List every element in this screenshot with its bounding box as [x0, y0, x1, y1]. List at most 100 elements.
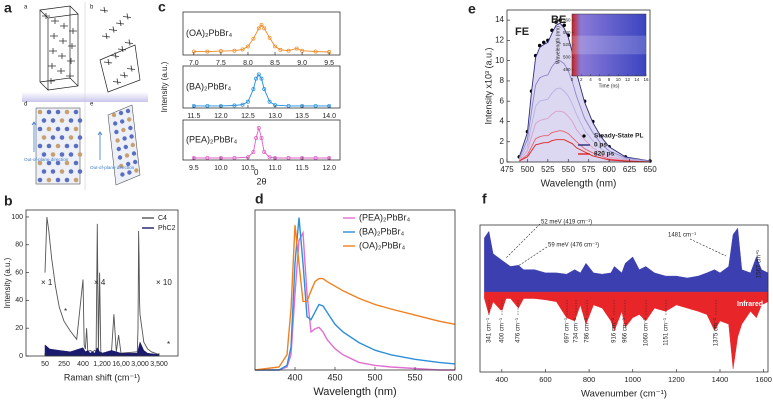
- y-tick-label: 20: [15, 325, 23, 332]
- plot-frame: [182, 65, 341, 109]
- marker: [267, 35, 272, 40]
- y-axis-label: Intensity (a.u.): [160, 61, 169, 112]
- x-tick-label: 1000: [624, 375, 641, 384]
- molecule: [48, 63, 56, 69]
- inset-y-tick-label: 540: [563, 30, 571, 35]
- atom: [73, 143, 79, 149]
- atom: [64, 126, 70, 132]
- sub-label: e: [90, 102, 94, 108]
- y-axis-label: Intensity x10³ (a.u.): [483, 47, 493, 124]
- atom: [55, 126, 61, 132]
- marker: [262, 150, 267, 154]
- x-tick-label: 7.5: [216, 60, 226, 67]
- atom: [117, 155, 123, 160]
- x-tick-label: 11.5: [296, 165, 309, 172]
- atom: [113, 121, 118, 126]
- atom: [73, 160, 79, 166]
- atom: [50, 118, 56, 123]
- marker: [256, 72, 261, 77]
- annotation: *: [167, 340, 170, 349]
- molecule: [67, 58, 75, 64]
- x-tick-label: 625: [623, 165, 637, 174]
- marker: [273, 44, 277, 49]
- atom: [46, 177, 52, 183]
- y-tick-label: 10: [495, 56, 504, 65]
- marker: [232, 103, 237, 108]
- panel-letter: c: [158, 0, 166, 15]
- atom: [50, 169, 56, 174]
- atom: [127, 170, 132, 175]
- panel-letter: b: [4, 193, 13, 209]
- molecule: [60, 23, 68, 29]
- unit-cell: [99, 44, 141, 93]
- atom: [77, 118, 83, 123]
- legend-label: C4: [158, 215, 167, 222]
- atom: [77, 135, 83, 140]
- x-axis-label: Wavenumber (cm⁻¹): [581, 389, 667, 400]
- inset-heatmap: [571, 13, 647, 77]
- atom: [122, 136, 127, 141]
- marker: [240, 47, 245, 52]
- molecule: [50, 33, 58, 39]
- inset-x-tick-label: 10: [616, 77, 622, 82]
- x-tick-label: 475: [500, 165, 514, 174]
- y-tick-label: 2: [500, 137, 505, 146]
- molecule: [122, 13, 132, 20]
- annotation: 697 cm⁻¹: [565, 318, 571, 343]
- line: [518, 22, 651, 162]
- atom: [126, 161, 131, 167]
- line: [255, 230, 455, 371]
- atom: [131, 151, 137, 156]
- x-tick-label: 7.0: [189, 60, 199, 67]
- y-axis-label: Intensity (a.u.): [3, 257, 12, 308]
- inset-x-tick-label: 4: [589, 77, 592, 82]
- x-tick-label: 3,500: [150, 361, 168, 368]
- annotation: × 1: [41, 278, 53, 287]
- marker: [251, 87, 256, 92]
- atom: [50, 135, 56, 140]
- inset-x-tick-label: 6: [598, 77, 601, 82]
- atom: [120, 119, 125, 124]
- marker: [259, 76, 264, 81]
- molecule: [124, 39, 134, 46]
- atom: [119, 163, 124, 169]
- annotation-arrow: [517, 246, 548, 267]
- marker: [294, 46, 299, 51]
- molecule: [68, 43, 76, 49]
- marker: [256, 26, 261, 31]
- annotation: 52 meV (419 cm⁻¹): [541, 220, 592, 226]
- line: [193, 24, 330, 53]
- molecule: [108, 26, 118, 33]
- line: [193, 126, 330, 159]
- x-tick-label: 600: [447, 372, 462, 382]
- legend-label: Steady-State PL: [594, 133, 644, 140]
- molecule: [126, 65, 136, 72]
- atom: [55, 143, 61, 149]
- annotation: FE: [515, 26, 529, 38]
- legend-label: 0 ps: [594, 142, 607, 149]
- area: [484, 291, 769, 369]
- x-tick-label: 400: [496, 375, 509, 384]
- atom: [64, 109, 70, 115]
- marker: [254, 136, 259, 140]
- line: [254, 225, 456, 371]
- atom: [41, 152, 47, 157]
- x-tick-label: 12.5: [241, 113, 255, 120]
- inset-x-label: Time (ns): [599, 83, 620, 89]
- atom: [68, 135, 74, 140]
- atom: [111, 112, 117, 118]
- x-tick-label: 1,200: [93, 361, 111, 368]
- sub-label: d: [24, 102, 27, 108]
- atom: [123, 144, 128, 150]
- marker: [246, 99, 250, 104]
- molecule: [103, 58, 113, 66]
- y-tick-label: 60: [15, 269, 23, 276]
- sub-label: b: [90, 5, 94, 11]
- atom: [59, 169, 65, 174]
- x-tick-label: 600: [602, 165, 616, 174]
- plot-frame: [506, 9, 651, 163]
- series-label: Raman: [490, 309, 513, 316]
- atom: [125, 108, 131, 114]
- x-tick-label: 500: [521, 165, 535, 174]
- x-tick-label: 50: [41, 361, 49, 368]
